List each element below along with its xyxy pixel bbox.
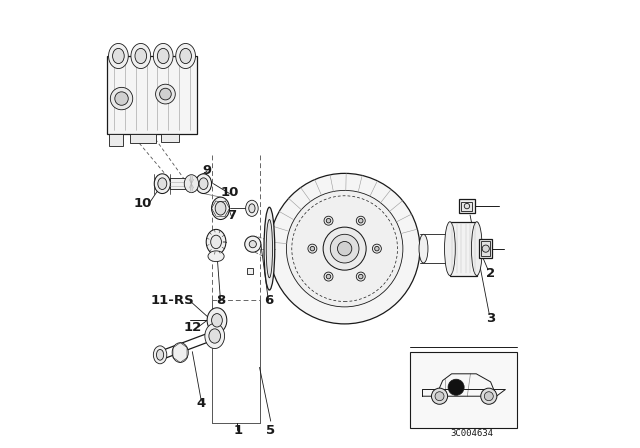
Circle shape [372, 244, 381, 253]
Circle shape [110, 87, 132, 110]
Text: 4: 4 [196, 396, 206, 410]
Ellipse shape [154, 43, 173, 69]
Bar [130, 134, 157, 143]
Ellipse shape [199, 178, 208, 190]
Ellipse shape [184, 175, 198, 193]
Circle shape [156, 84, 175, 104]
Circle shape [308, 244, 317, 253]
Circle shape [310, 246, 315, 251]
Circle shape [356, 272, 365, 281]
Ellipse shape [157, 48, 169, 64]
Circle shape [448, 379, 464, 395]
Bar [461, 202, 472, 211]
Ellipse shape [419, 234, 428, 263]
Circle shape [330, 234, 359, 263]
Text: 3: 3 [486, 311, 496, 325]
Text: 10: 10 [134, 197, 152, 211]
Circle shape [374, 246, 379, 251]
Text: 12: 12 [183, 320, 202, 334]
Ellipse shape [266, 220, 273, 278]
Ellipse shape [154, 346, 167, 364]
Text: 3C004634: 3C004634 [451, 429, 494, 438]
Circle shape [358, 219, 363, 223]
Ellipse shape [207, 308, 227, 333]
Ellipse shape [113, 48, 124, 64]
Circle shape [484, 392, 493, 401]
Ellipse shape [195, 174, 212, 194]
Text: 7: 7 [227, 208, 236, 222]
Ellipse shape [135, 48, 147, 64]
Ellipse shape [209, 329, 221, 343]
Ellipse shape [205, 323, 225, 349]
Ellipse shape [208, 251, 224, 262]
Text: 1: 1 [234, 424, 243, 438]
Text: 5: 5 [266, 424, 275, 438]
Text: 2: 2 [486, 267, 495, 280]
Ellipse shape [246, 200, 258, 216]
Circle shape [464, 203, 470, 209]
Ellipse shape [211, 235, 221, 249]
Circle shape [358, 274, 363, 279]
Ellipse shape [445, 222, 455, 276]
Bar [161, 134, 179, 142]
Circle shape [115, 92, 128, 105]
Ellipse shape [212, 197, 230, 220]
Ellipse shape [215, 202, 226, 215]
Bar [247, 268, 253, 274]
Ellipse shape [176, 43, 195, 69]
Text: 6: 6 [264, 293, 273, 307]
Bar [109, 134, 123, 146]
Bar [108, 56, 197, 134]
Bar [481, 241, 490, 256]
Ellipse shape [154, 174, 170, 194]
Text: 10: 10 [220, 186, 239, 199]
Bar [459, 199, 475, 213]
Ellipse shape [157, 349, 164, 360]
Circle shape [323, 227, 366, 270]
Text: 9: 9 [202, 164, 212, 177]
Circle shape [249, 241, 257, 248]
Circle shape [324, 272, 333, 281]
Ellipse shape [158, 178, 167, 190]
Circle shape [326, 274, 331, 279]
Circle shape [435, 392, 444, 401]
Text: 11-RS: 11-RS [150, 293, 194, 307]
Ellipse shape [264, 207, 275, 290]
Circle shape [269, 173, 420, 324]
Circle shape [287, 190, 403, 307]
Circle shape [159, 88, 172, 100]
Circle shape [326, 219, 331, 223]
Ellipse shape [206, 229, 226, 254]
Circle shape [324, 216, 333, 225]
Ellipse shape [249, 204, 255, 213]
Circle shape [481, 388, 497, 404]
Ellipse shape [109, 43, 128, 69]
Circle shape [337, 241, 352, 256]
Circle shape [482, 245, 490, 252]
Ellipse shape [180, 48, 191, 64]
Circle shape [431, 388, 447, 404]
Circle shape [356, 216, 365, 225]
Bar [479, 239, 493, 258]
Text: 8: 8 [216, 293, 225, 307]
Bar [410, 352, 517, 428]
Ellipse shape [212, 314, 222, 327]
Circle shape [244, 236, 261, 252]
Ellipse shape [472, 222, 482, 276]
Ellipse shape [172, 343, 188, 362]
Bar [450, 222, 477, 276]
Ellipse shape [131, 43, 150, 69]
Bar [170, 178, 204, 189]
